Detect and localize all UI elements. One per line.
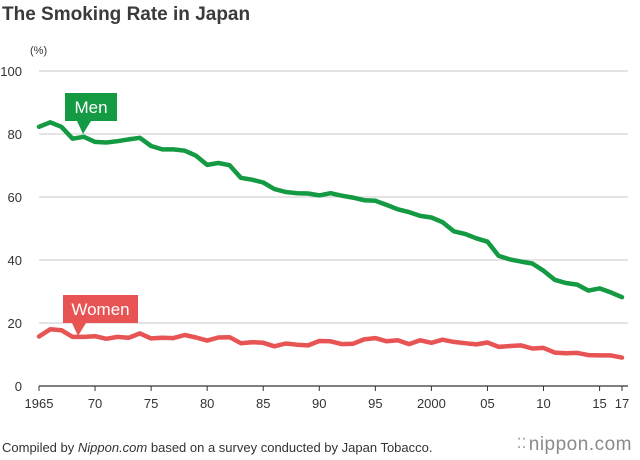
label-pointer-men [77, 121, 91, 134]
label-pointer-women [72, 323, 86, 336]
source-prefix: Compiled by [2, 440, 78, 455]
label-callout-men: Men [65, 93, 117, 134]
x-tick-label-2000: 2000 [417, 396, 446, 411]
x-tick-label-2010: 10 [536, 396, 550, 411]
x-tick-label-1970: 70 [88, 396, 102, 411]
brand-name: nippon [528, 434, 589, 455]
source-note: Compiled by Nippon.com based on a survey… [2, 440, 432, 455]
y-tick-label-60: 60 [8, 190, 22, 205]
series-label-men: Men [74, 98, 107, 117]
series-lines [36, 120, 625, 360]
x-tick-label-1990: 90 [312, 396, 326, 411]
y-unit-label: (%) [30, 45, 47, 57]
y-tick-label-20: 20 [8, 316, 22, 331]
y-tick-label-40: 40 [8, 253, 22, 268]
brand-tld: .com [588, 434, 632, 455]
x-tick-label-1985: 85 [256, 396, 270, 411]
x-tick-label-1995: 95 [368, 396, 382, 411]
series-line-men [36, 120, 625, 300]
series-label-women: Women [71, 300, 129, 319]
gridlines [39, 70, 628, 324]
series-line-women [36, 327, 625, 360]
chart-title: The Smoking Rate in Japan [2, 4, 251, 25]
y-tick-label-100: 100 [0, 64, 22, 79]
source-suffix: based on a survey conducted by Japan Tob… [147, 440, 433, 455]
y-tick-label-0: 0 [15, 379, 22, 394]
x-tick-label-1965: 1965 [25, 396, 54, 411]
x-tick-label-1975: 75 [144, 396, 158, 411]
label-box-women [63, 295, 138, 323]
brand-logo: ⁚⁚ nippon.com [517, 434, 632, 456]
series-labels: Men Women [63, 93, 138, 336]
x-tick-label-1980: 80 [200, 396, 214, 411]
source-name: Nippon.com [77, 440, 148, 455]
label-callout-women: Women [63, 295, 138, 336]
axes: 0 20 40 60 80 100 (%) 1965 70 75 80 85 90 95 2000 05 10 1… [0, 45, 629, 411]
y-tick-label-80: 80 [8, 127, 22, 142]
x-tick-label-2015: 15 [592, 396, 606, 411]
x-tick-label-2005: 05 [480, 396, 494, 411]
brand-dots-icon: ⁚⁚ [516, 435, 527, 451]
x-tick-label-2017: 17 [615, 396, 629, 411]
label-box-men [65, 93, 117, 121]
